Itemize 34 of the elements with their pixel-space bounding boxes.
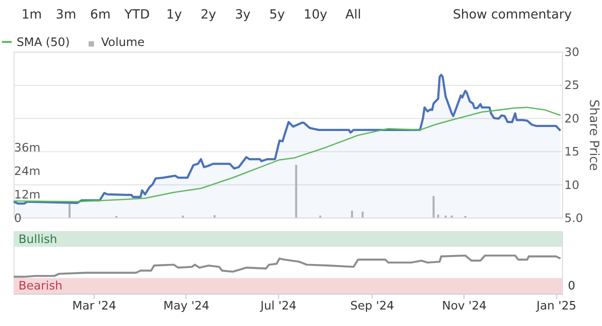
- x-tick-label: Nov '24: [442, 298, 487, 313]
- y-tick-label: 25: [564, 78, 580, 92]
- y-tick-label: 20: [564, 111, 580, 126]
- text: 5y: [269, 6, 286, 22]
- x-tick-label: May '24: [163, 298, 210, 313]
- text: 3m: [56, 6, 76, 22]
- text: 2y: [200, 6, 217, 22]
- x-tick-label: Jan '25: [536, 298, 576, 313]
- x-tick-label: Mar '24: [72, 298, 116, 313]
- y2-tick-label: 12m: [14, 188, 40, 202]
- text: Show commentary: [452, 6, 572, 22]
- text: 6m: [90, 6, 111, 22]
- text: 0: [568, 278, 576, 293]
- text: All: [345, 6, 362, 22]
- y-tick-label: 15: [564, 144, 580, 159]
- y-tick-label: 30: [564, 45, 580, 60]
- text: 1m: [21, 6, 42, 22]
- legend-label: SMA (50): [16, 34, 70, 49]
- y-axis-title: Share Price: [586, 99, 602, 172]
- text: Bearish: [18, 278, 62, 293]
- text: YTD: [124, 6, 150, 22]
- x-tick-label: Jul '24: [260, 298, 296, 313]
- text: Bullish: [18, 232, 58, 246]
- text: 3y: [234, 6, 252, 22]
- text: 1y: [166, 6, 182, 22]
- y-tick-label: 10: [564, 178, 580, 192]
- y2-tick-label: 0: [14, 210, 22, 225]
- y2-tick-label: 24m: [14, 164, 40, 178]
- text: 10y: [304, 6, 328, 22]
- line-series: [13, 106, 562, 202]
- y2-tick-label: 36m: [14, 140, 40, 155]
- x-tick-label: Sep '24: [350, 298, 394, 313]
- legend-label: Volume: [101, 34, 145, 49]
- y-tick-label: 5.0: [564, 210, 584, 225]
